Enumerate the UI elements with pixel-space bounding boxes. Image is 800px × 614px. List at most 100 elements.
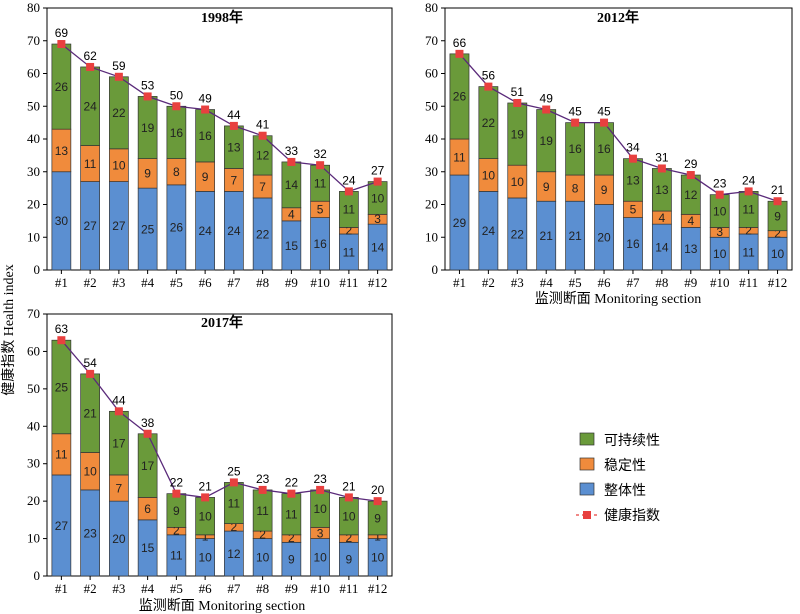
bar-stability-label: 2 [774, 227, 781, 241]
bar-integrity-label: 10 [313, 551, 327, 565]
panel-2012: 01020304050607080291126#1241022#2221019#… [425, 0, 793, 307]
bar-sustainability-label: 11 [742, 203, 755, 217]
bar-sustainability-label: 10 [198, 509, 212, 523]
legend-label: 整体性 [604, 482, 646, 498]
bar-sustainability-label: 16 [198, 129, 212, 143]
y-tick-label: 50 [27, 98, 40, 113]
x-tick-label: #2 [84, 581, 97, 596]
x-axis-title: 监测断面 Monitoring section [535, 291, 701, 307]
health-index-label: 31 [655, 150, 669, 164]
bar-sustainability-label: 12 [256, 149, 270, 163]
panel-title: 1998年 [201, 9, 243, 26]
y-tick-label: 70 [27, 306, 40, 321]
health-index-label: 63 [55, 322, 69, 336]
bar-stability-label: 2 [231, 520, 238, 534]
x-tick-label: #4 [141, 275, 155, 290]
bar-integrity-label: 23 [83, 526, 97, 540]
bar-integrity-label: 15 [285, 239, 299, 253]
health-index-label: 22 [285, 476, 299, 490]
y-tick-label: 0 [34, 568, 41, 583]
x-tick-label: #10 [310, 581, 330, 596]
x-tick-label: #2 [482, 275, 495, 290]
x-tick-label: #1 [55, 275, 68, 290]
bar-stability-label: 3 [374, 212, 381, 226]
x-tick-label: #11 [339, 275, 358, 290]
bar-stability-label: 10 [83, 465, 97, 479]
x-tick-label: #7 [626, 275, 640, 290]
bar-sustainability-label: 25 [55, 380, 69, 394]
health-index-point [484, 82, 493, 91]
y-tick-label: 10 [425, 229, 438, 244]
health-index-label: 45 [568, 105, 582, 119]
health-index-label: 50 [170, 88, 184, 102]
bar-sustainability-label: 14 [285, 178, 299, 192]
health-index-label: 56 [482, 69, 496, 83]
y-tick-label: 70 [425, 33, 438, 48]
bar-stability-label: 7 [116, 481, 123, 495]
x-tick-label: #2 [84, 275, 97, 290]
health-index-point [229, 121, 238, 130]
x-tick-label: #7 [227, 275, 241, 290]
x-tick-label: #5 [569, 275, 582, 290]
health-index-label: 44 [227, 108, 241, 122]
health-index-point [657, 164, 666, 173]
health-index-label: 34 [626, 141, 640, 155]
health-index-label: 53 [141, 78, 155, 92]
health-index-label: 25 [227, 464, 241, 478]
bar-stability-label: 5 [630, 203, 637, 217]
health-index-point [143, 92, 152, 101]
legend-label: 稳定性 [604, 457, 646, 473]
health-index-label: 22 [170, 476, 184, 490]
health-index-label: 33 [285, 144, 299, 158]
bar-integrity-label: 16 [626, 237, 640, 251]
x-tick-label: #6 [598, 275, 612, 290]
bar-sustainability-label: 13 [655, 183, 669, 197]
bar-stability-label: 13 [55, 144, 69, 158]
bar-stability-label: 9 [543, 180, 550, 194]
bar-sustainability-label: 10 [713, 204, 727, 218]
x-tick-label: #8 [256, 275, 269, 290]
y-tick-label: 30 [27, 164, 40, 179]
bar-integrity-label: 10 [713, 247, 727, 261]
legend-swatch [579, 482, 595, 496]
bar-sustainability-label: 12 [684, 188, 698, 202]
health-index-point [513, 98, 522, 107]
health-index-point [229, 478, 238, 487]
x-tick-label: #3 [112, 275, 125, 290]
x-tick-label: #4 [141, 581, 155, 596]
x-tick-label: #4 [540, 275, 554, 290]
health-index-label: 32 [313, 147, 327, 161]
health-index-point [628, 154, 637, 163]
x-tick-label: #5 [170, 581, 183, 596]
x-tick-label: #1 [55, 581, 68, 596]
bar-stability-label: 3 [317, 526, 324, 540]
bar-stability-label: 6 [144, 502, 151, 516]
health-index-label: 23 [256, 472, 270, 486]
health-index-label: 21 [342, 479, 356, 493]
health-index-label: 51 [511, 85, 525, 99]
bar-sustainability-label: 9 [374, 511, 381, 525]
x-axis-title: 监测断面 Monitoring section [139, 598, 305, 614]
bar-stability-label: 8 [572, 181, 579, 195]
bar-stability-label: 4 [288, 208, 295, 222]
y-tick-label: 20 [425, 197, 438, 212]
bar-sustainability-label: 10 [313, 502, 327, 516]
health-index-point [316, 485, 325, 494]
x-tick-label: #7 [227, 581, 241, 596]
bar-integrity-label: 10 [198, 551, 212, 565]
bar-stability-label: 11 [84, 157, 97, 171]
bar-integrity-label: 14 [371, 240, 385, 254]
y-tick-label: 60 [27, 66, 40, 81]
health-index-point [86, 62, 95, 71]
x-tick-label: #12 [368, 581, 388, 596]
bar-integrity-label: 13 [684, 242, 698, 256]
bar-sustainability-label: 22 [482, 116, 496, 130]
bar-integrity-label: 11 [170, 549, 183, 563]
bar-integrity-label: 20 [597, 231, 611, 245]
health-index-point [143, 429, 152, 438]
bar-sustainability-label: 19 [511, 127, 525, 141]
bar-stability-label: 2 [745, 223, 752, 237]
bar-sustainability-label: 9 [173, 504, 180, 518]
legend-marker [583, 511, 591, 519]
bar-stability-label: 2 [346, 531, 353, 545]
